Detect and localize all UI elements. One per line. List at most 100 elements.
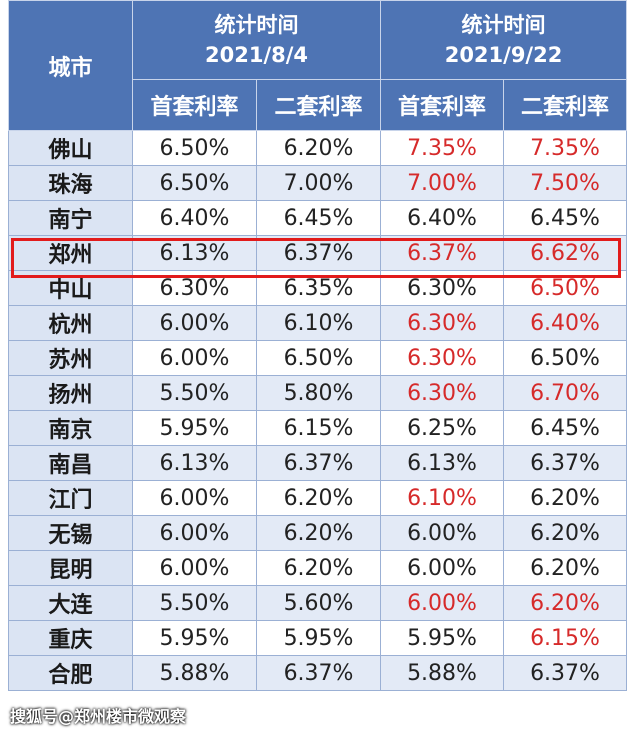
second-rate-cell-2: 6.40% [503,305,628,341]
first-rate-cell-2: 6.00% [380,515,505,551]
first-rate-cell-1: 6.50% [132,130,257,166]
city-cell: 南宁 [8,200,133,236]
first-rate-cell-2: 6.13% [380,445,505,481]
first-rate-cell-1: 5.88% [132,655,257,691]
city-cell: 杭州 [8,305,133,341]
second-rate-cell-2: 6.50% [503,340,628,376]
watermark-text: 搜狐号@郑州楼市微观察 [10,707,187,726]
city-cell: 珠海 [8,165,133,201]
first-rate-cell-1: 6.00% [132,340,257,376]
first-rate-cell-1: 6.13% [132,445,257,481]
second-rate-cell-1: 5.60% [255,585,382,621]
table-row: 郑州 6.13% 6.37% 6.37% 6.62% [8,235,628,271]
first-rate-cell-1: 6.00% [132,305,257,341]
period-date-2: 2021/9/22 [444,43,563,67]
first-rate-cell-2: 6.30% [380,375,505,411]
second-rate-cell-1: 6.45% [255,200,382,236]
table-row: 大连 5.50% 5.60% 6.00% 6.20% [8,585,628,621]
first-rate-cell-2: 6.37% [380,235,505,271]
period-date-1: 2021/8/4 [205,43,309,67]
first-rate-cell-1: 5.95% [132,410,257,446]
second-rate-cell-2: 6.37% [503,655,628,691]
table-row: 南昌 6.13% 6.37% 6.13% 6.37% [8,445,628,481]
table-row: 中山 6.30% 6.35% 6.30% 6.50% [8,270,628,306]
city-cell: 郑州 [8,235,133,271]
second-rate-cell-2: 6.50% [503,270,628,306]
first-rate-cell-2: 5.95% [380,620,505,656]
city-cell: 无锡 [8,515,133,551]
second-rate-cell-2: 6.20% [503,515,628,551]
city-cell: 中山 [8,270,133,306]
first-rate-cell-1: 6.00% [132,550,257,586]
first-rate-cell-1: 5.50% [132,375,257,411]
first-rate-cell-2: 6.25% [380,410,505,446]
first-rate-cell-2: 6.30% [380,340,505,376]
second-rate-cell-1: 6.10% [255,305,382,341]
second-rate-cell-2: 6.45% [503,410,628,446]
table-row: 无锡 6.00% 6.20% 6.00% 6.20% [8,515,628,551]
second-rate-cell-1: 6.50% [255,340,382,376]
second-rate-cell-2: 6.20% [503,480,628,516]
first-rate-cell-1: 6.00% [132,480,257,516]
second-rate-cell-2: 6.62% [503,235,628,271]
city-cell: 昆明 [8,550,133,586]
city-cell: 扬州 [8,375,133,411]
second-rate-header-1: 二套利率 [255,79,382,131]
first-rate-cell-1: 6.50% [132,165,257,201]
second-rate-cell-2: 6.70% [503,375,628,411]
table-row: 珠海 6.50% 7.00% 7.00% 7.50% [8,165,628,201]
period-header-1: 统计时间 2021/8/4 [131,0,382,80]
first-rate-cell-1: 6.13% [132,235,257,271]
first-rate-cell-1: 5.95% [132,620,257,656]
second-rate-cell-1: 7.00% [255,165,382,201]
first-rate-cell-2: 7.00% [380,165,505,201]
city-cell: 大连 [8,585,133,621]
second-rate-cell-2: 7.35% [503,130,628,166]
table-row: 重庆 5.95% 5.95% 5.95% 6.15% [8,620,628,656]
first-rate-cell-1: 6.30% [132,270,257,306]
mortgage-rate-table: 城市 统计时间 2021/8/4 统计时间 2021/9/22 首套利率 二套利… [8,0,628,691]
city-column-header: 城市 [8,0,133,131]
city-cell: 南昌 [8,445,133,481]
table-row: 杭州 6.00% 6.10% 6.30% 6.40% [8,305,628,341]
table-row: 江门 6.00% 6.20% 6.10% 6.20% [8,480,628,516]
second-rate-cell-2: 6.15% [503,620,628,656]
city-cell: 合肥 [8,655,133,691]
first-rate-cell-2: 6.30% [380,305,505,341]
second-rate-cell-1: 6.20% [255,130,382,166]
city-cell: 佛山 [8,130,133,166]
second-rate-cell-1: 6.20% [255,515,382,551]
first-rate-cell-2: 6.30% [380,270,505,306]
city-cell: 苏州 [8,340,133,376]
first-rate-cell-2: 5.88% [380,655,505,691]
table-row: 苏州 6.00% 6.50% 6.30% 6.50% [8,340,628,376]
table-row: 佛山 6.50% 6.20% 7.35% 7.35% [8,130,628,166]
second-rate-cell-1: 5.95% [255,620,382,656]
first-rate-cell-2: 6.00% [380,550,505,586]
first-rate-header-1: 首套利率 [132,79,257,131]
second-rate-cell-1: 6.20% [255,550,382,586]
second-rate-cell-1: 6.37% [255,235,382,271]
table-row: 扬州 5.50% 5.80% 6.30% 6.70% [8,375,628,411]
second-rate-cell-1: 6.37% [255,445,382,481]
second-rate-cell-2: 6.45% [503,200,628,236]
second-rate-cell-1: 6.15% [255,410,382,446]
first-rate-header-2: 首套利率 [380,79,505,131]
second-rate-cell-2: 6.20% [503,550,628,586]
second-rate-cell-2: 6.37% [503,445,628,481]
first-rate-cell-1: 6.00% [132,515,257,551]
period-title-2: 统计时间 [461,13,546,37]
second-rate-header-2: 二套利率 [503,79,628,131]
first-rate-cell-2: 6.00% [380,585,505,621]
city-cell: 南京 [8,410,133,446]
city-cell: 重庆 [8,620,133,656]
second-rate-cell-1: 6.20% [255,480,382,516]
second-rate-cell-2: 6.20% [503,585,628,621]
first-rate-cell-1: 5.50% [132,585,257,621]
period-header-2: 统计时间 2021/9/22 [380,0,628,80]
city-cell: 江门 [8,480,133,516]
table-row: 昆明 6.00% 6.20% 6.00% 6.20% [8,550,628,586]
table-row: 南京 5.95% 6.15% 6.25% 6.45% [8,410,628,446]
second-rate-cell-2: 7.50% [503,165,628,201]
